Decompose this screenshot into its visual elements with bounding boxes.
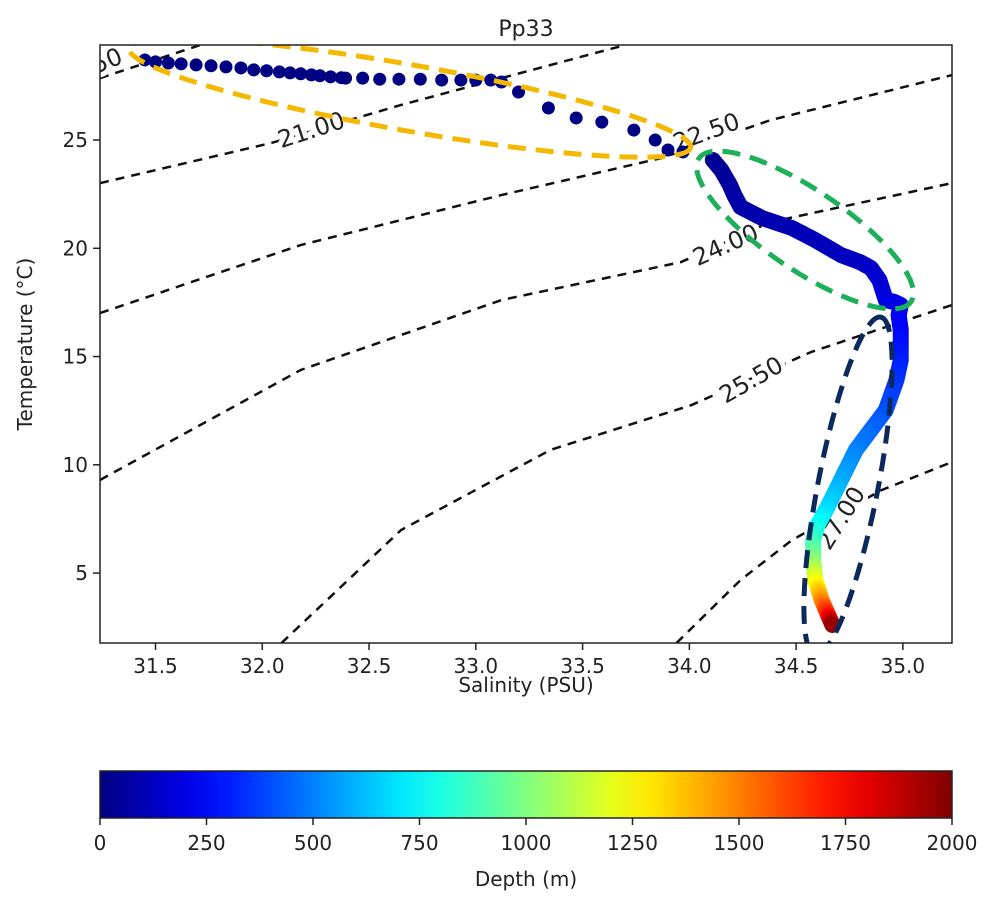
colorbar-tick-label: 250 — [187, 831, 225, 855]
density-contour-line — [280, 303, 952, 643]
colorbar-tick-label: 750 — [400, 831, 438, 855]
surface-data-point — [484, 73, 498, 87]
surface-data-point — [435, 73, 449, 87]
density-contour-label: 21.00 — [274, 106, 348, 154]
colorbar-tick-label: 1250 — [607, 831, 658, 855]
surface-data-point — [204, 59, 218, 73]
surface-data-point — [373, 72, 387, 86]
y-tick-label: 10 — [63, 453, 88, 477]
colorbar-tick-label: 0 — [94, 831, 107, 855]
surface-data-point — [294, 67, 308, 81]
surface-data-point — [595, 115, 609, 129]
surface-data-point — [324, 70, 338, 84]
deep-ellipse — [801, 314, 895, 643]
y-tick-label: 25 — [63, 128, 88, 152]
surface-data-point — [413, 72, 427, 86]
y-tick-label: 20 — [63, 236, 88, 260]
x-axis-label: Salinity (PSU) — [458, 673, 593, 697]
x-tick-label: 32.5 — [347, 654, 392, 678]
surface-data-point — [174, 57, 188, 71]
surface-data-point — [356, 71, 370, 85]
chart-title: Pp33 — [498, 17, 553, 42]
colorbar-tick-label: 1000 — [501, 831, 552, 855]
y-axis-label: Temperature (°C) — [13, 258, 37, 432]
y-tick-label: 5 — [75, 561, 88, 585]
colorbar-tick-label: 2000 — [927, 831, 978, 855]
annotation-ellipses — [126, 45, 916, 643]
y-axis: 5 10 15 20 25 — [63, 128, 100, 585]
colorbar — [99, 770, 953, 819]
surface-data-point — [149, 55, 163, 69]
surface-data-point — [339, 71, 353, 85]
surface-data-point — [283, 66, 297, 80]
surface-data-point — [627, 123, 641, 137]
x-tick-label: 34.5 — [774, 654, 819, 678]
colorbar-tick-label: 500 — [294, 831, 332, 855]
y-tick-label: 15 — [63, 345, 88, 369]
surface-data-point — [541, 101, 555, 115]
surface-data-point — [454, 73, 468, 87]
density-contour-line — [100, 181, 952, 482]
colorbar-label: Depth (m) — [475, 867, 577, 891]
x-tick-label: 35.0 — [881, 654, 926, 678]
density-contour-label: 19.50 — [52, 42, 126, 94]
surface-data-point — [234, 61, 248, 75]
thermocline-ellipse — [694, 148, 916, 312]
surface-data-point — [569, 111, 583, 125]
x-tick-label: 32.0 — [240, 654, 285, 678]
x-tick-label: 34.0 — [667, 654, 712, 678]
colorbar-axis: 0 250 500 750 1000 1250 1500 1750 2000 — [94, 818, 978, 855]
surface-data-point — [260, 64, 274, 78]
surface-data-point — [392, 72, 406, 86]
surface-ellipse — [126, 45, 694, 160]
x-tick-label: 33.0 — [454, 654, 499, 678]
surface-data-point — [648, 133, 662, 147]
colorbar-tick-label: 1500 — [714, 831, 765, 855]
density-contour-line — [100, 73, 952, 315]
surface-data-point — [161, 56, 175, 70]
x-tick-label: 33.5 — [560, 654, 605, 678]
density-contour-label: 25.50 — [715, 351, 789, 410]
data-points — [138, 53, 909, 634]
surface-data-point — [247, 63, 261, 77]
x-tick-label: 31.5 — [133, 654, 178, 678]
colorbar-tick-label: 1750 — [820, 831, 871, 855]
surface-data-point — [272, 65, 286, 79]
x-axis: 31.5 32.0 32.5 33.0 33.5 34.0 34.5 35.0 — [133, 643, 925, 678]
surface-data-point — [661, 143, 675, 157]
density-contour-label: 24.00 — [689, 218, 763, 272]
surface-data-point — [189, 58, 203, 72]
surface-data-point — [313, 69, 327, 83]
plot-frame — [99, 44, 953, 644]
density-contour-line — [100, 45, 626, 185]
surface-data-point — [219, 60, 233, 74]
